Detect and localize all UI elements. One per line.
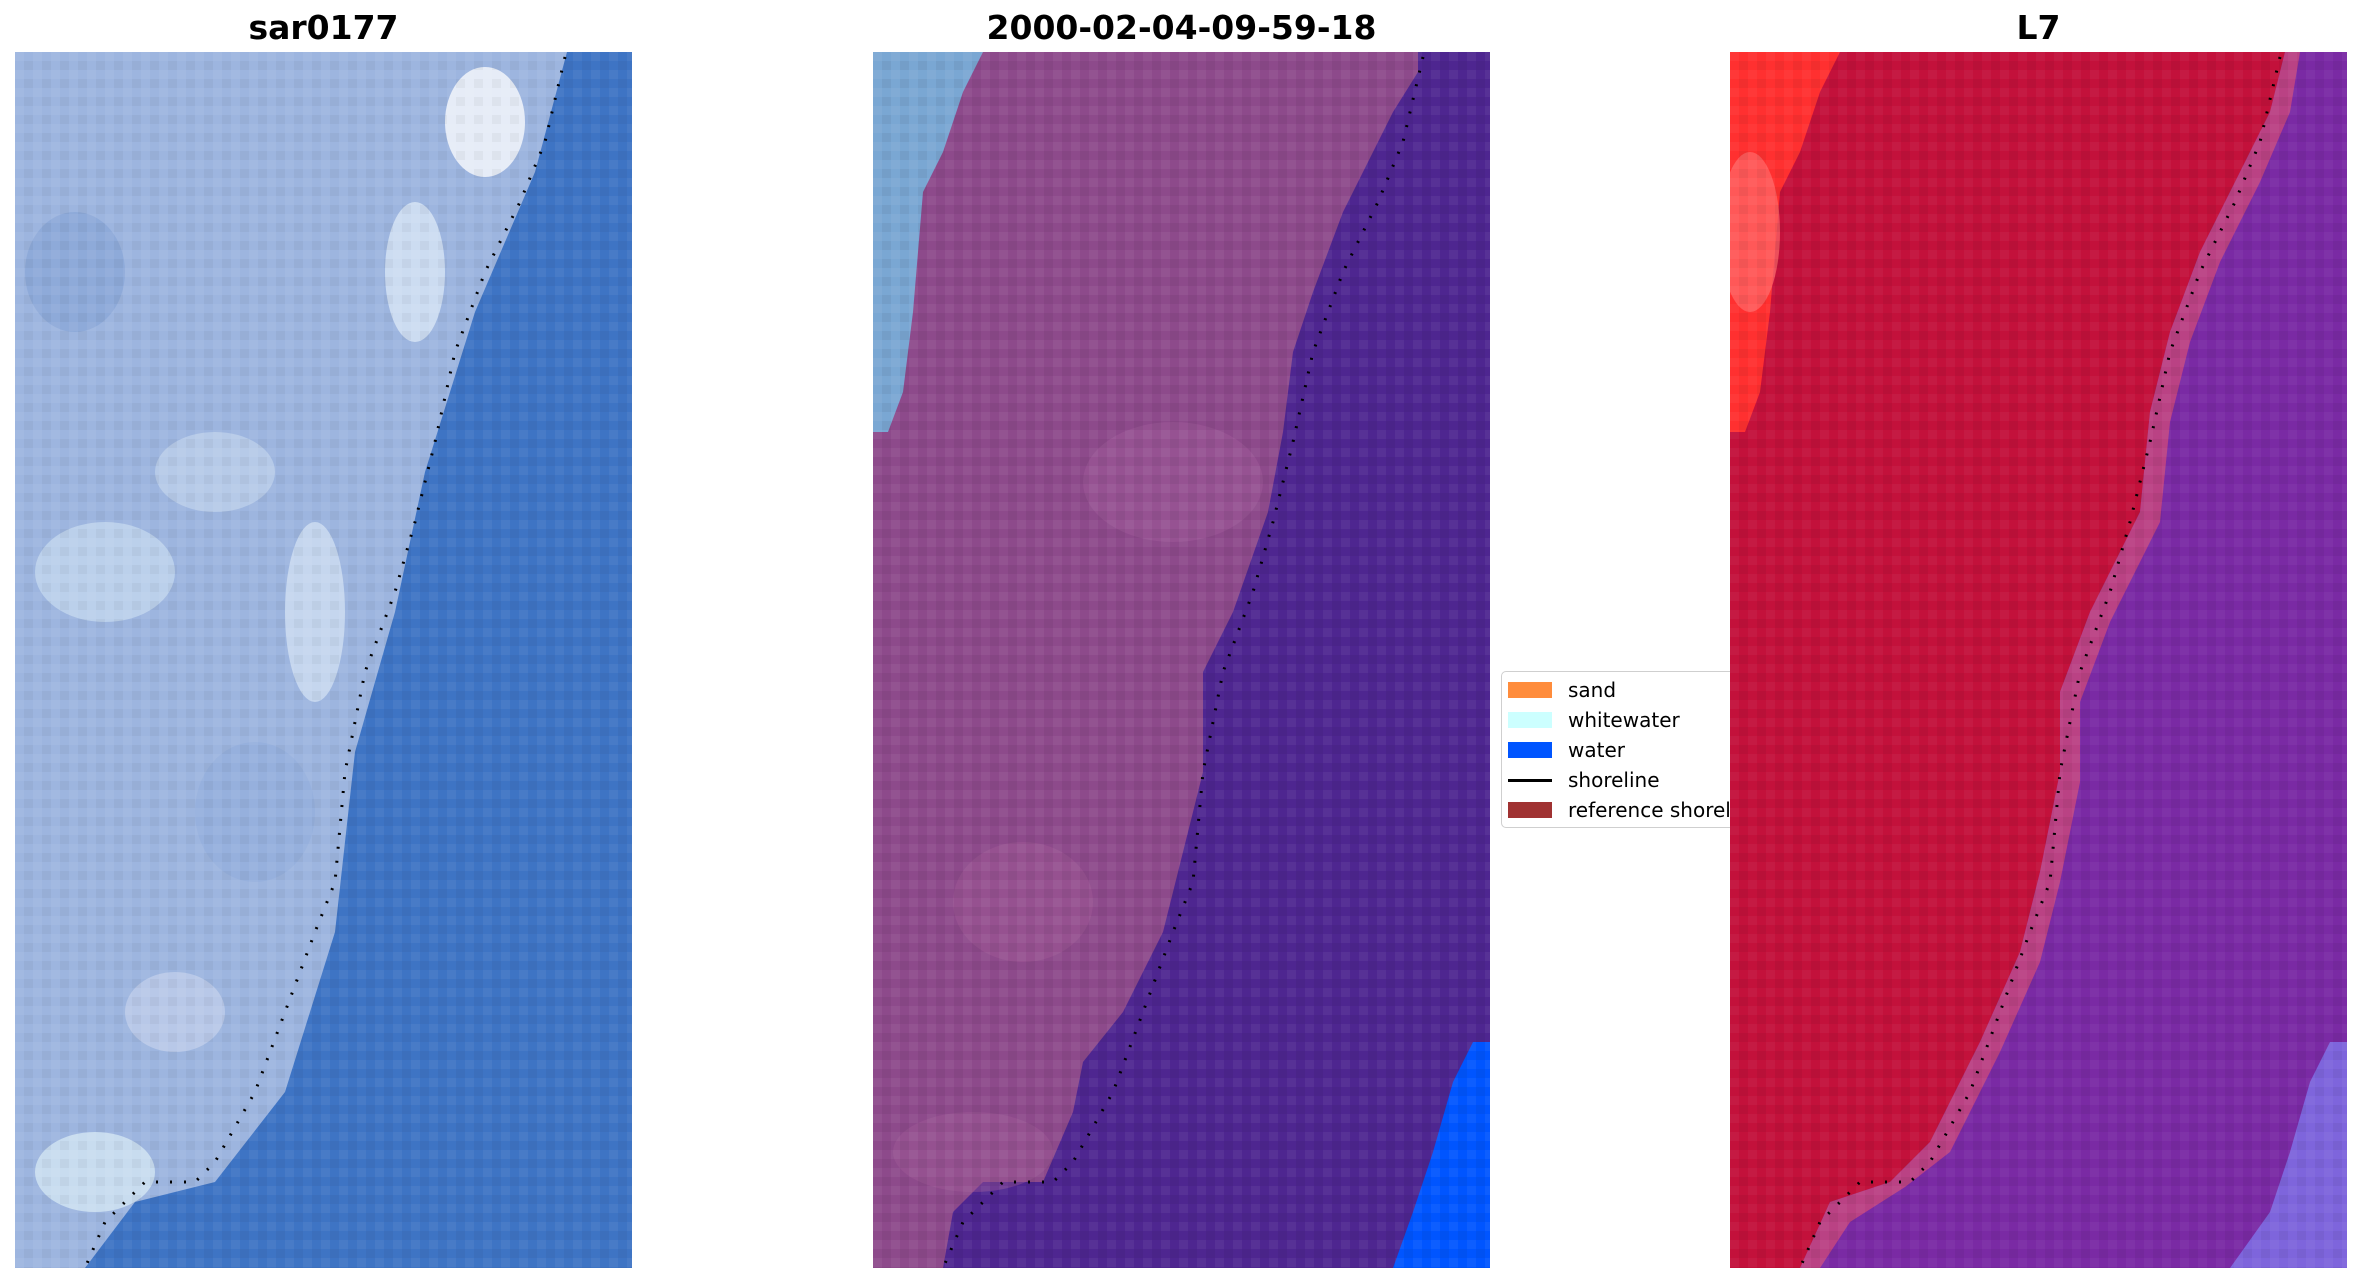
- legend-item-sand: sand: [1508, 676, 1616, 704]
- classified-image: [873, 52, 1490, 1268]
- panel-title-ndwi: L7: [2016, 8, 2061, 47]
- legend-label-shoreline: shoreline: [1568, 768, 1660, 792]
- legend-line-shoreline: [1508, 778, 1552, 782]
- legend: sand whitewater water shoreline referenc…: [1501, 671, 1741, 828]
- ndwi-image: [1730, 52, 2347, 1268]
- legend-item-whitewater: whitewater: [1508, 706, 1680, 734]
- legend-label-whitewater: whitewater: [1568, 708, 1680, 732]
- legend-label-water: water: [1568, 738, 1625, 762]
- panel-title-classified: 2000-02-04-09-59-18: [986, 8, 1377, 47]
- legend-item-reference-shoreline: reference shoreline: [1508, 796, 1740, 824]
- legend-item-shoreline: shoreline: [1508, 766, 1660, 794]
- classified-image-panel: [873, 52, 1490, 1268]
- legend-swatch-sand: [1508, 682, 1552, 698]
- legend-label-sand: sand: [1568, 678, 1617, 702]
- rgb-image-panel: [15, 52, 632, 1268]
- ndwi-image-panel: [1730, 52, 2347, 1268]
- legend-swatch-whitewater: [1508, 712, 1552, 728]
- legend-item-water: water: [1508, 736, 1625, 764]
- legend-swatch-reference-shoreline: [1508, 802, 1552, 818]
- legend-label-reference-shoreline: reference shoreline: [1568, 798, 1740, 822]
- legend-swatch-water: [1508, 742, 1552, 758]
- panel-title-rgb: sar0177: [248, 8, 399, 47]
- rgb-image: [15, 52, 632, 1268]
